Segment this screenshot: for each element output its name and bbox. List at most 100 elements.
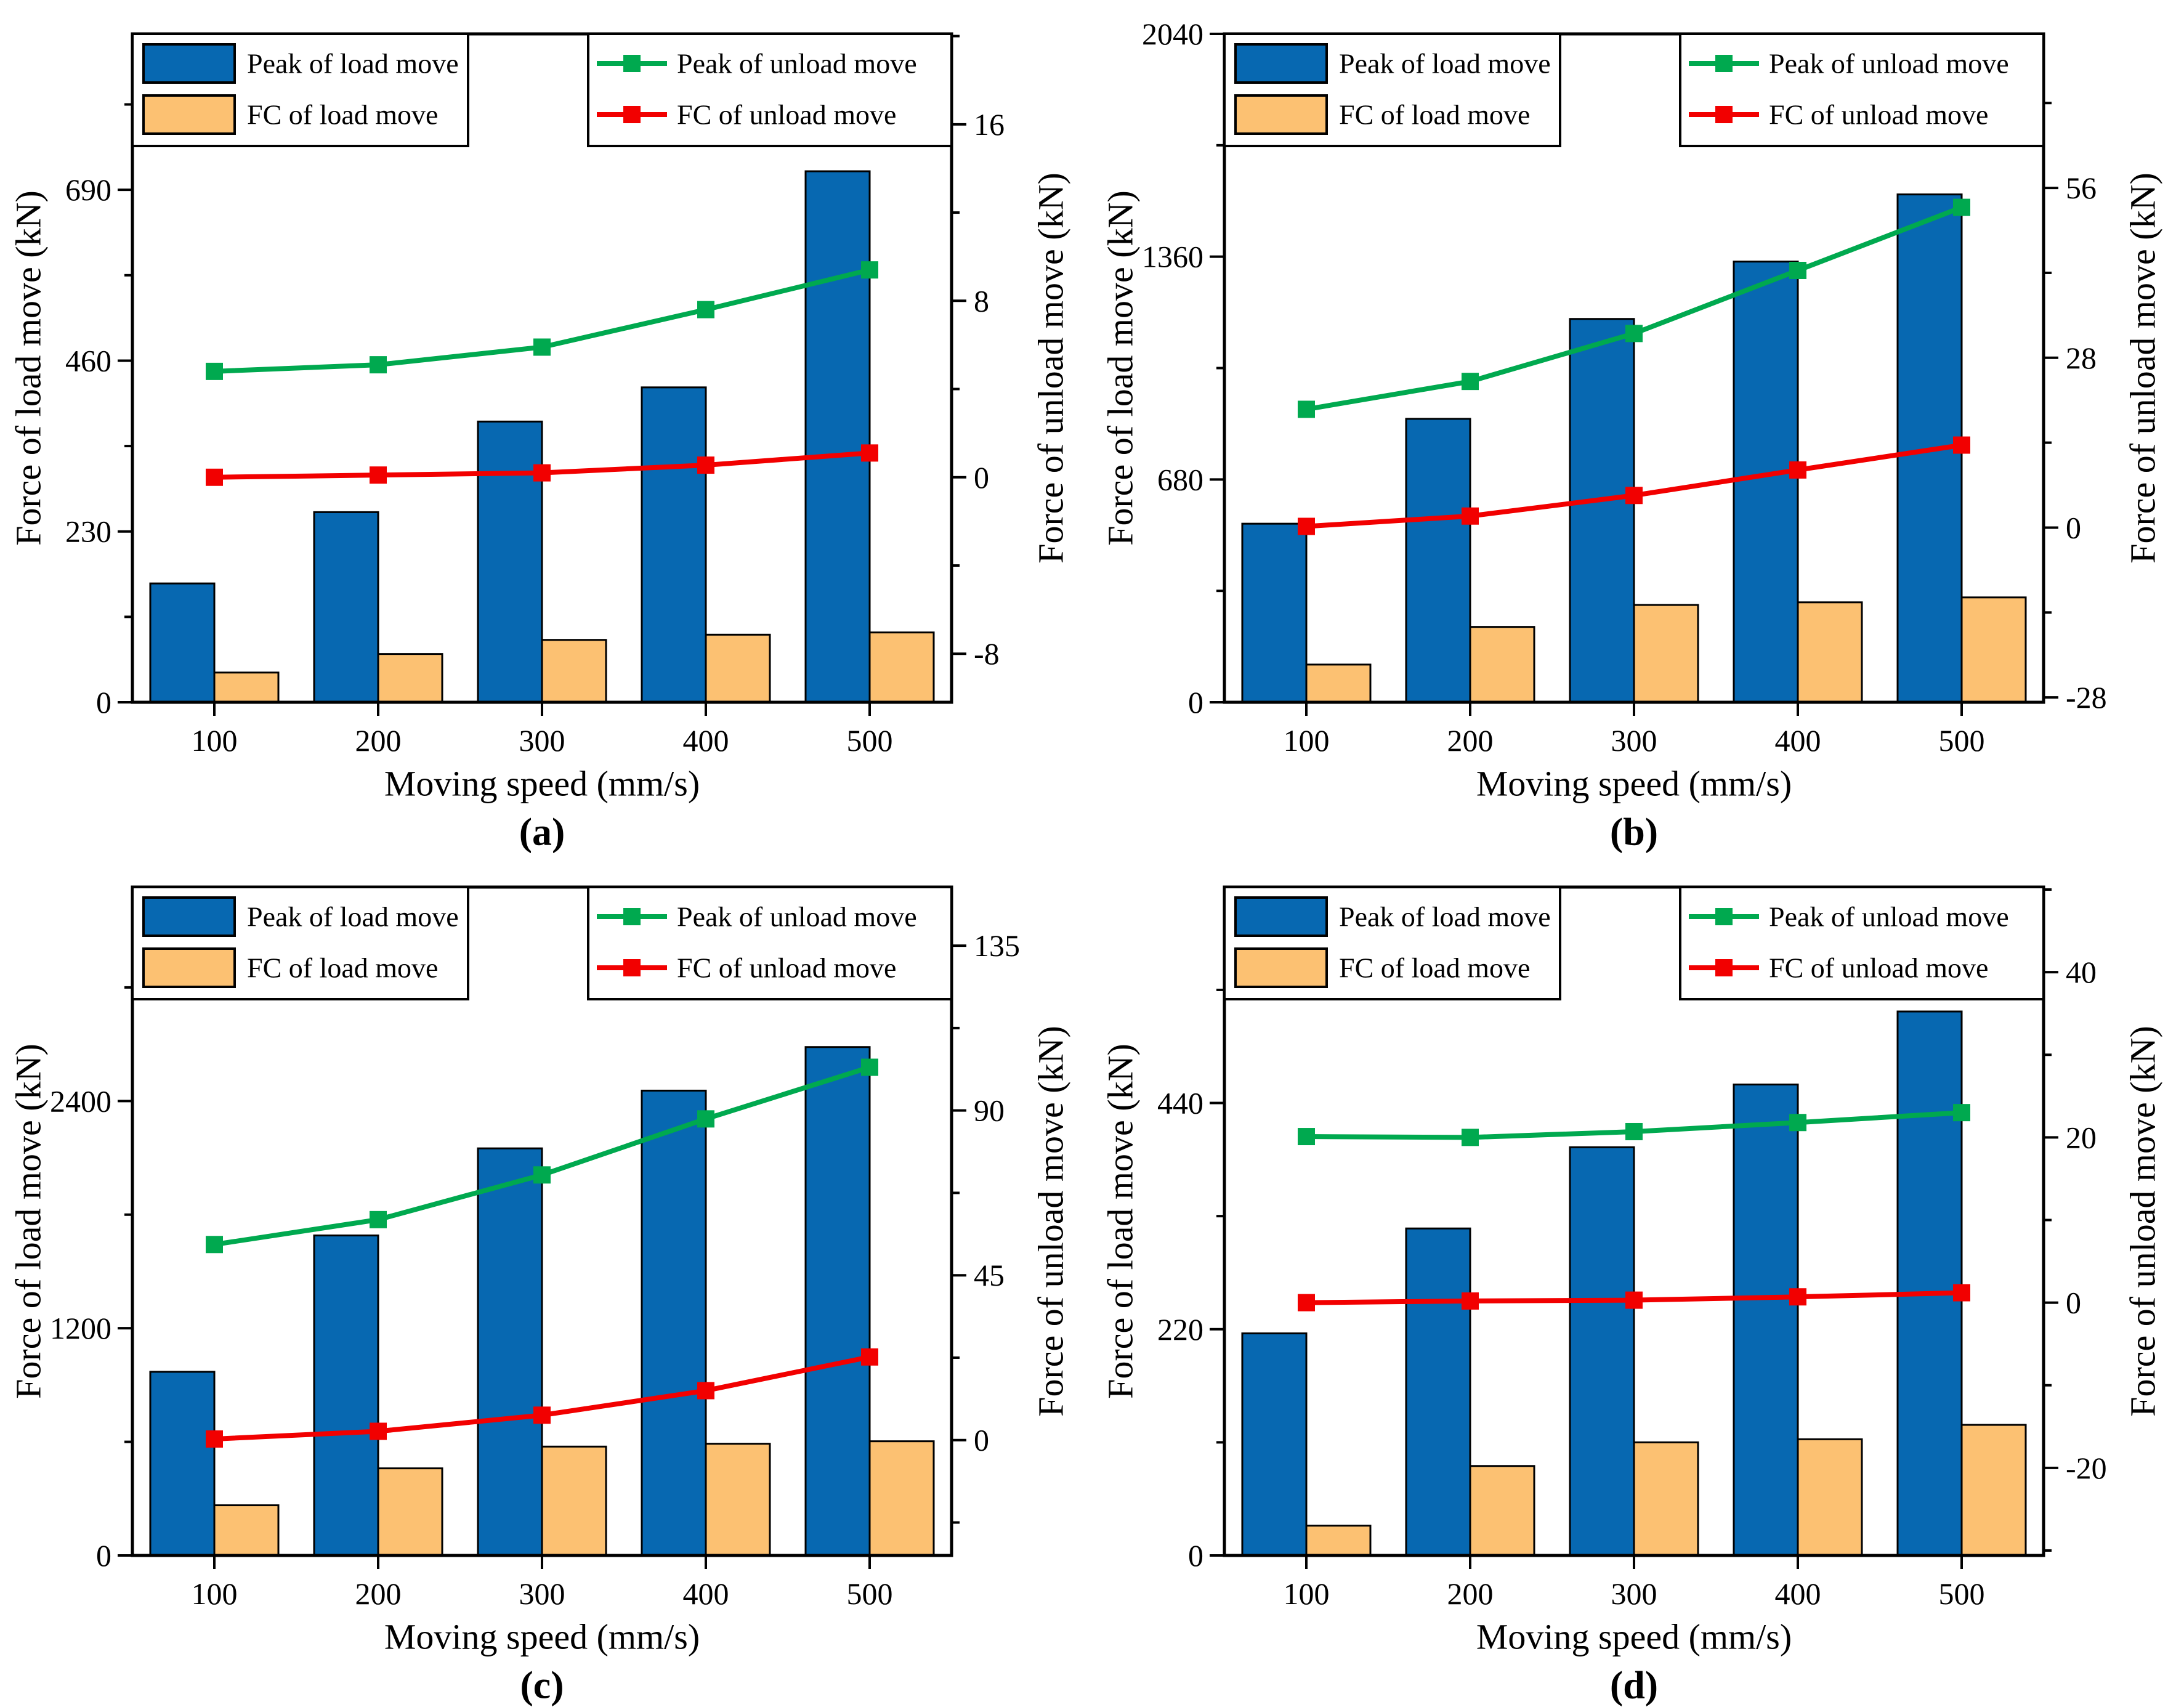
right-tick-label-8: 8 bbox=[974, 283, 989, 318]
left-tick-label-2040: 2040 bbox=[1142, 17, 1203, 51]
x-axis-title: Moving speed (mm/s) bbox=[1476, 764, 1792, 804]
marker-peak-of-unload-move-500 bbox=[1953, 1104, 1970, 1122]
legend-label-fc-load: FC of load move bbox=[1339, 99, 1530, 131]
marker-peak-of-unload-move-200 bbox=[1462, 373, 1479, 391]
bar-fc-of-load-move-400 bbox=[705, 1443, 771, 1557]
x-tick-label-100: 100 bbox=[1284, 723, 1330, 758]
legend-label-peak-unload: Peak of unload move bbox=[1769, 48, 2009, 79]
x-tick-label-400: 400 bbox=[683, 1576, 729, 1611]
marker-peak-of-unload-move-100 bbox=[1298, 400, 1315, 418]
right-tick-label--28: -28 bbox=[2066, 680, 2107, 715]
left-axis-title: Force of load move (kN) bbox=[1101, 1044, 1141, 1399]
legend-marker-peak-unload bbox=[623, 55, 641, 72]
legend-label-fc-unload: FC of unload move bbox=[677, 952, 896, 984]
x-tick-label-400: 400 bbox=[1775, 723, 1821, 758]
legend-swatch-peak-load bbox=[142, 896, 236, 937]
marker-fc-of-unload-move-100 bbox=[1298, 1294, 1315, 1312]
bar-peak-of-load-move-400 bbox=[1733, 261, 1799, 703]
marker-fc-of-unload-move-400 bbox=[697, 456, 714, 474]
marker-peak-of-unload-move-400 bbox=[1789, 1114, 1806, 1132]
right-tick-label-0: 0 bbox=[974, 1423, 989, 1458]
left-tick-label-680: 680 bbox=[1157, 462, 1203, 497]
marker-peak-of-unload-move-200 bbox=[370, 1210, 387, 1228]
x-tick-label-500: 500 bbox=[1939, 723, 1985, 758]
marker-peak-of-unload-move-500 bbox=[861, 261, 878, 279]
left-axis-title: Force of load move (kN) bbox=[9, 190, 49, 546]
x-tick-label-500: 500 bbox=[1939, 1576, 1985, 1611]
marker-fc-of-unload-move-200 bbox=[370, 1422, 387, 1440]
left-tick-label-1360: 1360 bbox=[1142, 240, 1203, 274]
right-axis-title: Force of unload move (kN) bbox=[1031, 172, 1071, 564]
chart-panel-c: 0 1200 2400 0 45 90 135 100 200 300 400 500 Force of… bbox=[9, 885, 1071, 1706]
legend-marker-peak-unload bbox=[1715, 55, 1733, 72]
x-tick-label-100: 100 bbox=[192, 1576, 238, 1611]
legend-label-fc-load: FC of load move bbox=[247, 952, 438, 984]
legend-label-fc-load: FC of load move bbox=[247, 99, 438, 131]
bar-peak-of-load-move-200 bbox=[1405, 418, 1471, 703]
legend-label-peak-unload: Peak of unload move bbox=[677, 901, 917, 933]
marker-peak-of-unload-move-100 bbox=[206, 362, 223, 380]
panel-d: 0 220 440 -20 0 20 40 100 200 300 400 500 Force of l… bbox=[1092, 853, 2184, 1707]
x-tick-label-300: 300 bbox=[1611, 723, 1657, 758]
bar-peak-of-load-move-100 bbox=[149, 582, 216, 703]
legend-marker-peak-unload bbox=[1715, 908, 1733, 925]
legend-swatch-fc-load bbox=[1234, 947, 1328, 988]
legend-swatch-peak-load bbox=[142, 43, 236, 84]
left-tick-label-1200: 1200 bbox=[50, 1311, 111, 1345]
legend-marker-fc-unload bbox=[623, 106, 641, 123]
bar-fc-of-load-move-300 bbox=[541, 1445, 607, 1557]
right-axis-title: Force of unload move (kN) bbox=[2123, 172, 2163, 564]
bar-fc-of-load-move-100 bbox=[1305, 1525, 1372, 1557]
right-tick-label--8: -8 bbox=[974, 636, 1000, 671]
marker-fc-of-unload-move-500 bbox=[1953, 1284, 1970, 1302]
bar-peak-of-load-move-200 bbox=[313, 1235, 379, 1557]
bar-peak-of-load-move-100 bbox=[1241, 522, 1308, 703]
chart-panel-b: 0 680 1360 2040 -28 0 28 56 100 200 300 400 500 Force… bbox=[1101, 17, 2163, 854]
right-tick-label-0: 0 bbox=[974, 460, 989, 495]
marker-peak-of-unload-move-300 bbox=[533, 338, 551, 356]
marker-fc-of-unload-move-400 bbox=[1789, 1288, 1806, 1306]
marker-peak-of-unload-move-200 bbox=[1462, 1129, 1479, 1146]
line-peak-of-unload-move bbox=[214, 267, 870, 374]
left-tick-label-0: 0 bbox=[96, 685, 111, 720]
marker-fc-of-unload-move-500 bbox=[861, 444, 878, 462]
right-tick-label-45: 45 bbox=[974, 1258, 1005, 1292]
bar-peak-of-load-move-300 bbox=[1569, 318, 1635, 703]
bar-fc-of-load-move-200 bbox=[377, 1467, 443, 1557]
right-tick-label-0: 0 bbox=[2066, 510, 2081, 545]
bar-fc-of-load-move-200 bbox=[1469, 1465, 1535, 1557]
legend-swatch-peak-load bbox=[1234, 896, 1328, 937]
right-tick-label-56: 56 bbox=[2066, 171, 2097, 205]
chart-panel-a: 0 230 460 690 -8 0 8 16 100 200 300 400 500 Force of … bbox=[9, 32, 1071, 853]
right-tick-label-16: 16 bbox=[974, 107, 1005, 142]
bar-fc-of-load-move-400 bbox=[1797, 1438, 1863, 1557]
marker-peak-of-unload-move-100 bbox=[1298, 1128, 1315, 1146]
chart-panel-d: 0 220 440 -20 0 20 40 100 200 300 400 500 Force of l… bbox=[1101, 885, 2163, 1707]
legend-box-lines bbox=[1679, 33, 2045, 147]
x-tick-label-400: 400 bbox=[1775, 1576, 1821, 1611]
legend-swatch-fc-load bbox=[142, 947, 236, 988]
left-tick-label-230: 230 bbox=[65, 514, 111, 549]
bar-fc-of-load-move-200 bbox=[1469, 626, 1535, 703]
legend-label-peak-unload: Peak of unload move bbox=[1769, 901, 2009, 933]
left-tick-label-0: 0 bbox=[96, 1538, 111, 1573]
legend-label-fc-unload: FC of unload move bbox=[1769, 952, 1988, 984]
bar-fc-of-load-move-500 bbox=[868, 1440, 935, 1557]
panel-caption-d: (d) bbox=[1610, 1663, 1658, 1707]
legend-swatch-peak-load bbox=[1234, 43, 1328, 84]
legend-label-peak-unload: Peak of unload move bbox=[677, 48, 917, 79]
x-tick-label-200: 200 bbox=[355, 1576, 402, 1611]
bar-peak-of-load-move-200 bbox=[1405, 1227, 1471, 1557]
legend-label-peak-load: Peak of load move bbox=[247, 901, 459, 933]
panel-c: 0 1200 2400 0 45 90 135 100 200 300 400 500 Force of… bbox=[0, 853, 1092, 1707]
bar-fc-of-load-move-100 bbox=[1305, 663, 1372, 703]
bar-fc-of-load-move-100 bbox=[213, 671, 280, 703]
marker-peak-of-unload-move-300 bbox=[1625, 1122, 1643, 1140]
panel-caption-b: (b) bbox=[1610, 810, 1658, 854]
left-tick-label-0: 0 bbox=[1188, 1538, 1203, 1573]
left-tick-label-440: 440 bbox=[1157, 1086, 1203, 1121]
legend-marker-fc-unload bbox=[1715, 106, 1733, 123]
legend-label-fc-load: FC of load move bbox=[1339, 952, 1530, 984]
right-axis-title: Force of unload move (kN) bbox=[1031, 1026, 1071, 1417]
